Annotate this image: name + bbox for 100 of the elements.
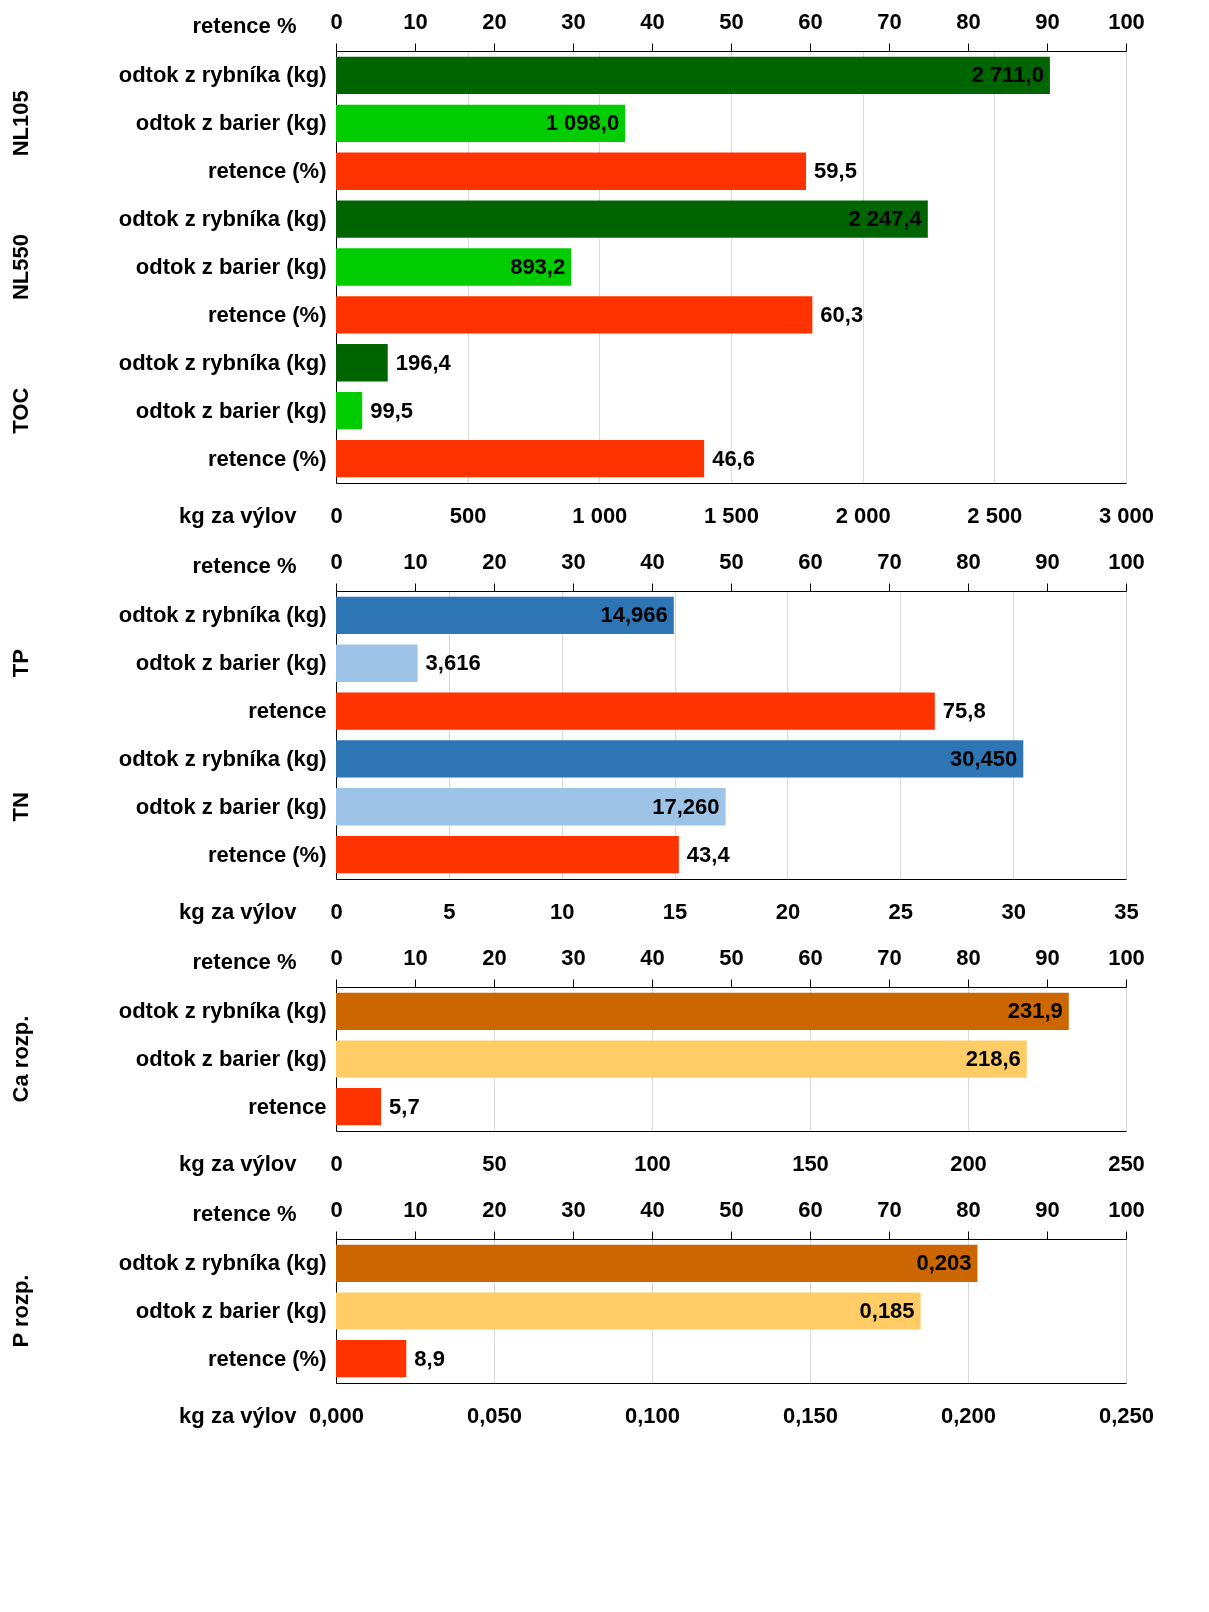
data-label: 2 711,0 [971,62,1044,88]
data-label: 0,203 [916,1250,972,1276]
y-tick-label: odtok z barier (kg) [135,1046,327,1071]
x2-axis-title: retence % [192,552,297,578]
y-tick-label: retence (%) [207,841,327,867]
x-tick-label: 35 [1114,898,1139,924]
y-tick-label: odtok z barier (kg) [135,650,327,676]
text: NL105 [8,90,33,157]
x-tick-label: 200 [950,1150,987,1176]
y-tick-label: odtok z barier (kg) [135,397,327,423]
x-axis-title: kg za výlov [179,1402,298,1428]
x2-tick-label: 80 [956,944,981,970]
x-tick-label: 0,200 [940,1402,997,1428]
x2-tick-label: 0 [330,944,343,970]
x2-tick-label: 40 [640,944,665,970]
text: TN [8,792,33,822]
x2-tick-label: 90 [1035,944,1060,970]
data-label: 0,185 [859,1298,915,1323]
x2-tick-label: 60 [798,8,823,34]
text: TOC [8,387,33,434]
x-axis-title: kg za výlov [179,1150,298,1176]
data-label: 1 098,0 [545,110,620,136]
x2-tick-label: 50 [719,8,744,34]
x-tick-label: 0,050 [466,1402,523,1428]
x2-tick-label: 0 [330,1196,343,1222]
x2-tick-label: 90 [1035,1196,1060,1222]
x2-tick-label: 100 [1108,548,1145,574]
x2-tick-label: 60 [798,548,823,574]
y-tick-label: odtok z rybníka (kg) [118,998,327,1024]
x-tick-label: 1 000 [572,502,628,528]
x2-tick-label: 60 [798,944,823,970]
text: P rozp. [8,1274,33,1348]
y-tick-label: odtok z rybníka (kg) [118,349,327,375]
text: Ca rozp. [8,1015,33,1103]
text: TP [8,649,33,678]
x2-tick-label: 70 [877,1196,902,1222]
x-tick-label: 50 [482,1150,507,1176]
x2-tick-label: 30 [561,8,586,34]
y-tick-label: retence (%) [207,1345,327,1371]
x-tick-label: 2 500 [967,502,1023,528]
data-label: 43,4 [686,841,731,867]
text: NL550 [8,233,33,301]
data-label: 75,8 [942,698,986,724]
x2-tick-label: 0 [330,548,343,574]
data-label: 60,3 [820,301,864,327]
x2-tick-label: 50 [719,548,744,574]
data-label: 17,260 [652,793,720,819]
x-tick-label: 25 [888,898,914,924]
y-tick-label: odtok z rybníka (kg) [118,62,327,88]
data-label: 30,450 [950,745,1018,771]
x2-tick-label: 10 [403,944,428,970]
x-tick-label: 0,000 [308,1402,365,1428]
x2-tick-label: 20 [482,548,507,574]
y-tick-label: retence [248,1093,327,1119]
x2-tick-label: 20 [482,8,507,34]
x2-tick-label: 100 [1108,1196,1145,1222]
data-label: 99,5 [370,397,414,423]
x2-tick-label: 40 [640,8,665,34]
data-label: 46,6 [712,445,755,471]
data-label: 3,616 [425,650,481,676]
y-tick-label: retence (%) [207,301,327,327]
x2-tick-label: 50 [719,944,744,970]
x2-axis-title: retence % [192,12,297,38]
x-tick-label: 20 [775,898,801,924]
x2-tick-label: 30 [561,944,586,970]
x-tick-label: 0,150 [782,1402,839,1428]
y-tick-label: retence (%) [207,158,327,184]
y-tick-label: odtok z barier (kg) [135,1298,327,1323]
x-tick-label: 15 [662,898,688,924]
y-tick-label: odtok z rybníka (kg) [118,602,327,628]
y-tick-label: odtok z rybníka (kg) [118,206,327,232]
y-tick-label: odtok z barier (kg) [135,254,327,279]
x-axis-title: kg za výlov [179,502,298,528]
data-label: 14,966 [600,602,668,628]
x2-tick-label: 10 [403,548,428,574]
data-label: 5,7 [389,1093,420,1119]
x2-tick-label: 10 [403,8,428,34]
x2-tick-label: 0 [330,8,343,34]
x-tick-label: 5 [443,898,456,924]
data-label: 218,6 [965,1046,1021,1071]
x-tick-label: 2 000 [835,502,891,528]
x2-tick-label: 80 [956,548,981,574]
x-tick-label: 100 [634,1150,671,1176]
x2-tick-label: 100 [1108,944,1145,970]
x2-axis-title: retence % [192,948,297,974]
data-label: 2 247,4 [848,206,923,232]
y-tick-label: retence (%) [207,445,327,471]
x-tick-label: 0,100 [624,1402,681,1428]
x2-tick-label: 90 [1035,548,1060,574]
x2-tick-label: 70 [877,548,902,574]
x-tick-label: 500 [449,502,487,528]
x2-tick-label: 60 [798,1196,823,1222]
x2-tick-label: 40 [640,1196,665,1222]
x2-tick-label: 10 [403,1196,428,1222]
y-tick-label: retence [248,698,327,724]
data-label: 231,9 [1007,998,1063,1024]
x2-tick-label: 20 [482,1196,507,1222]
x-tick-label: 0 [330,502,343,528]
x2-tick-label: 100 [1108,8,1145,34]
x2-tick-label: 50 [719,1196,744,1222]
